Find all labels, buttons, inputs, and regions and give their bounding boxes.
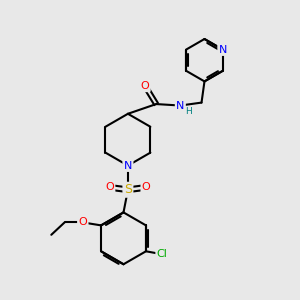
Text: Cl: Cl: [157, 249, 168, 259]
Text: O: O: [105, 182, 114, 192]
Text: N: N: [219, 45, 227, 55]
Text: O: O: [142, 182, 151, 192]
Text: H: H: [185, 107, 192, 116]
Text: S: S: [124, 183, 132, 196]
Text: N: N: [124, 160, 132, 171]
Text: O: O: [141, 81, 149, 91]
Text: O: O: [78, 218, 87, 227]
Text: N: N: [176, 100, 184, 110]
